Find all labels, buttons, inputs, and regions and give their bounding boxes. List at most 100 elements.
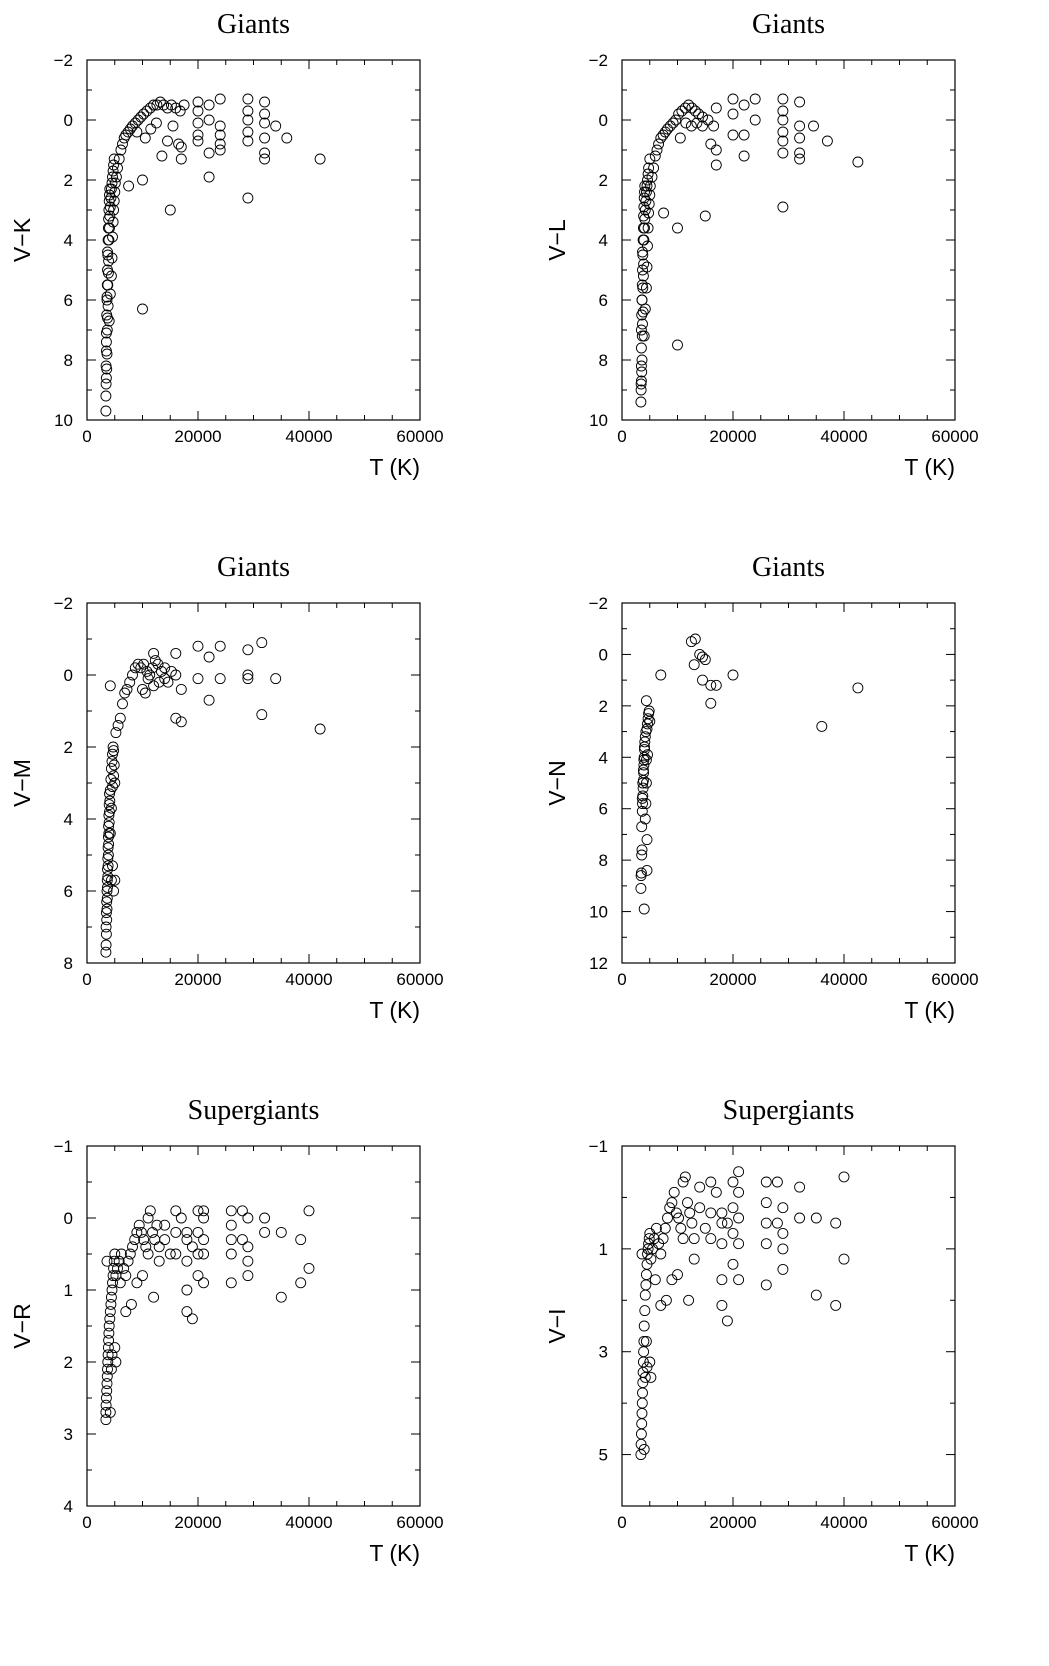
data-point bbox=[106, 1284, 118, 1296]
data-point bbox=[101, 1378, 113, 1390]
panel-giants-vm: Giants 0 20000 40000 60000 −2 0 2 4 6 8 T (K) V−M bbox=[0, 543, 500, 1083]
y-tick-label: 10 bbox=[54, 411, 73, 430]
x-tick-label: 60000 bbox=[396, 970, 443, 989]
data-point bbox=[727, 1176, 739, 1188]
data-point bbox=[635, 882, 647, 894]
data-point bbox=[638, 903, 650, 915]
plot-frame bbox=[621, 602, 956, 964]
data-point bbox=[225, 1234, 237, 1246]
data-point bbox=[164, 204, 176, 216]
data-point bbox=[118, 132, 130, 144]
data-point bbox=[148, 1291, 160, 1303]
panel-supergiants-vr: Supergiants 0 20000 40000 60000 −1 0 1 2 3 4 T (K) V… bbox=[0, 1086, 500, 1626]
data-point bbox=[104, 189, 115, 201]
data-point bbox=[680, 117, 692, 129]
data-point bbox=[689, 105, 701, 117]
data-point bbox=[649, 1274, 661, 1286]
data-point bbox=[156, 150, 168, 162]
y-tick-label: 4 bbox=[599, 748, 608, 767]
data-point bbox=[777, 147, 789, 159]
data-point bbox=[102, 853, 114, 865]
data-point bbox=[683, 1294, 695, 1306]
data-point bbox=[679, 102, 691, 114]
data-point bbox=[777, 114, 789, 126]
data-point bbox=[100, 372, 112, 384]
data-point bbox=[138, 108, 150, 120]
data-point bbox=[159, 662, 171, 674]
data-point bbox=[198, 1277, 210, 1289]
data-point bbox=[109, 777, 121, 789]
data-point bbox=[132, 114, 144, 126]
data-point bbox=[148, 647, 160, 659]
data-point bbox=[710, 102, 722, 114]
data-point bbox=[104, 1313, 116, 1325]
data-point bbox=[636, 1397, 648, 1409]
data-point bbox=[636, 309, 648, 321]
data-point bbox=[727, 669, 739, 681]
data-point bbox=[295, 1234, 307, 1246]
data-point bbox=[658, 207, 670, 219]
data-point bbox=[145, 123, 157, 135]
data-point bbox=[138, 1234, 150, 1246]
data-point bbox=[259, 96, 271, 108]
y-tick-label: 2 bbox=[599, 171, 608, 190]
data-point bbox=[639, 303, 651, 315]
data-point bbox=[637, 264, 648, 276]
data-point bbox=[686, 102, 698, 114]
data-point bbox=[716, 1217, 728, 1229]
chart-title: Supergiants bbox=[723, 1095, 855, 1126]
data-point bbox=[256, 709, 268, 721]
x-axis-label: T (K) bbox=[369, 997, 420, 1023]
data-point bbox=[242, 1270, 254, 1282]
data-point bbox=[705, 1207, 717, 1219]
data-point bbox=[664, 1202, 676, 1214]
data-point bbox=[777, 1202, 789, 1214]
data-point bbox=[638, 258, 650, 270]
data-point bbox=[101, 1385, 113, 1397]
data-point bbox=[203, 147, 215, 159]
data-point bbox=[637, 318, 648, 330]
y-axis-label: V−K bbox=[9, 217, 35, 262]
data-point bbox=[137, 303, 148, 315]
data-point bbox=[636, 805, 648, 817]
data-point bbox=[104, 784, 116, 796]
data-point bbox=[101, 914, 113, 926]
data-point bbox=[103, 799, 115, 811]
data-point bbox=[749, 114, 761, 126]
y-tick-label: 0 bbox=[64, 666, 73, 685]
data-point bbox=[760, 1217, 772, 1229]
data-point bbox=[636, 849, 648, 861]
data-point bbox=[104, 1306, 116, 1318]
data-point bbox=[203, 651, 215, 663]
data-point bbox=[181, 1255, 193, 1267]
y-tick-label: −2 bbox=[54, 51, 73, 70]
data-point bbox=[679, 1171, 691, 1183]
data-point bbox=[104, 183, 116, 195]
data-points bbox=[635, 93, 864, 408]
data-point bbox=[110, 727, 122, 739]
data-point bbox=[109, 177, 121, 189]
y-tick-label: 1 bbox=[64, 1281, 73, 1300]
data-point bbox=[641, 1361, 653, 1373]
x-tick-label: 60000 bbox=[396, 1513, 443, 1532]
data-point bbox=[710, 1186, 722, 1198]
data-point bbox=[653, 138, 665, 150]
data-points bbox=[635, 633, 864, 915]
data-point bbox=[682, 1197, 693, 1209]
data-point bbox=[127, 669, 138, 681]
data-point bbox=[225, 1248, 237, 1260]
data-point bbox=[133, 1219, 145, 1231]
data-point bbox=[181, 1226, 193, 1238]
data-point bbox=[181, 1284, 193, 1296]
data-point bbox=[142, 673, 154, 685]
data-point bbox=[102, 1349, 114, 1361]
y-tick-label: 6 bbox=[64, 291, 73, 310]
data-point bbox=[638, 754, 650, 766]
data-point bbox=[103, 255, 115, 267]
y-axis-label: V−N bbox=[544, 760, 570, 805]
data-point bbox=[173, 138, 185, 150]
plot-frame bbox=[621, 1145, 956, 1507]
data-point bbox=[225, 1219, 237, 1231]
plot-frame bbox=[86, 602, 421, 964]
data-point bbox=[115, 144, 127, 156]
